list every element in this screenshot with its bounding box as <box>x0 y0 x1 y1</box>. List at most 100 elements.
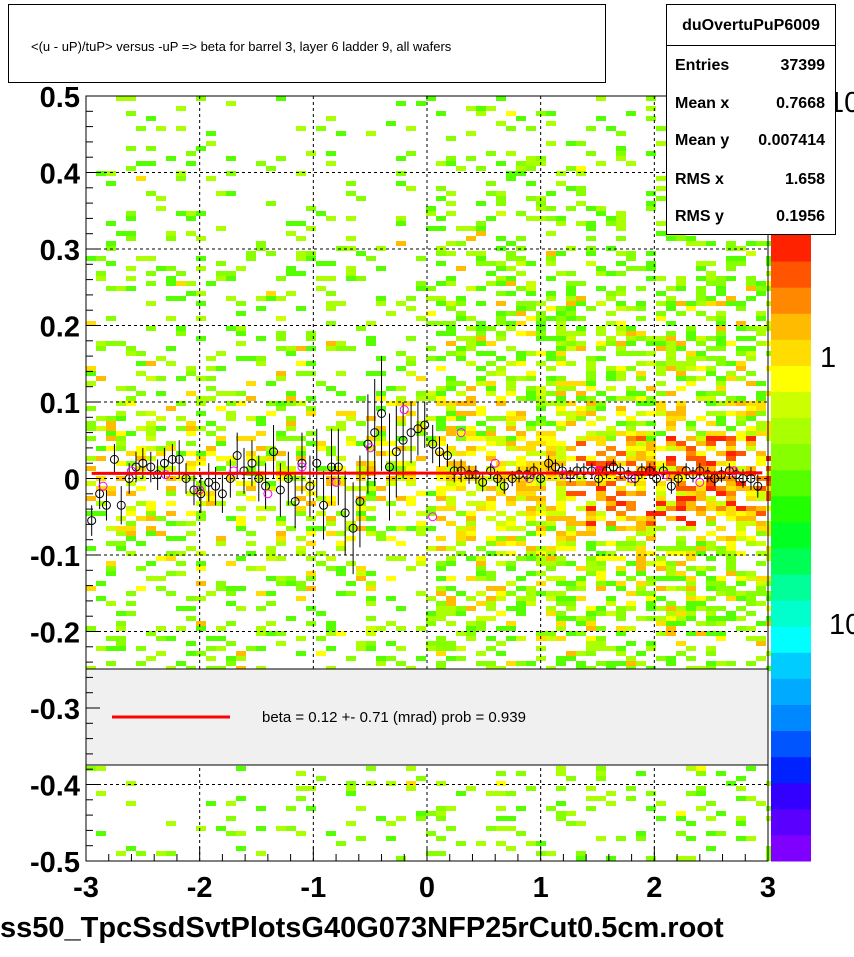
heatmap-cell <box>236 491 246 496</box>
heatmap-cell <box>686 456 696 461</box>
heatmap-cell <box>366 571 376 576</box>
heatmap-cell <box>366 436 376 441</box>
heatmap-cell <box>596 636 606 641</box>
heatmap-cell <box>86 366 96 371</box>
heatmap-cell <box>126 386 136 391</box>
heatmap-cell <box>396 351 406 356</box>
heatmap-cell <box>666 456 676 461</box>
heatmap-cell <box>96 646 106 651</box>
heatmap-cell <box>446 646 456 651</box>
profile-point <box>297 458 307 468</box>
heatmap-cell <box>436 216 446 221</box>
heatmap-cell <box>636 516 646 521</box>
heatmap-cell <box>146 631 156 636</box>
heatmap-cell <box>136 256 146 261</box>
heatmap-cell <box>616 586 626 591</box>
heatmap-cell <box>366 466 376 471</box>
heatmap-cell <box>566 386 576 391</box>
heatmap-cell <box>146 516 156 521</box>
heatmap-cell <box>446 521 456 526</box>
heatmap-cell <box>496 196 506 201</box>
heatmap-cell <box>616 836 626 841</box>
heatmap-cell <box>576 521 586 526</box>
heatmap-cell <box>116 416 126 421</box>
heatmap-cell <box>736 411 746 416</box>
heatmap-cell <box>126 531 136 536</box>
heatmap-cell <box>166 821 176 826</box>
heatmap-cell <box>756 316 766 321</box>
heatmap-cell <box>426 611 436 616</box>
heatmap-cell <box>676 366 686 371</box>
heatmap-cell <box>166 486 176 491</box>
heatmap-cell <box>436 636 446 641</box>
heatmap-cell <box>596 836 606 841</box>
heatmap-cell <box>576 616 586 621</box>
heatmap-cell <box>676 811 686 816</box>
heatmap-cell <box>696 511 706 516</box>
heatmap-cell <box>436 591 446 596</box>
heatmap-cell <box>396 101 406 106</box>
heatmap-cell <box>536 631 546 636</box>
heatmap-cell <box>686 421 696 426</box>
heatmap-cell <box>96 501 106 506</box>
heatmap-cell <box>706 366 716 371</box>
heatmap-cell <box>226 296 236 301</box>
heatmap-cell <box>616 366 626 371</box>
heatmap-cell <box>396 221 406 226</box>
heatmap-cell <box>626 351 636 356</box>
heatmap-cell <box>506 436 516 441</box>
profile-point-alt <box>399 405 409 415</box>
profile-point <box>703 470 713 480</box>
heatmap-cell <box>706 556 716 561</box>
heatmap-cell <box>186 606 196 611</box>
heatmap-cell <box>516 211 526 216</box>
heatmap-cell <box>616 526 626 531</box>
heatmap-cell <box>606 396 616 401</box>
heatmap-cell <box>726 501 736 506</box>
heatmap-cell <box>386 451 396 456</box>
heatmap-cell <box>466 426 476 431</box>
heatmap-cell <box>656 411 666 416</box>
heatmap-cell <box>566 421 576 426</box>
heatmap-cell <box>726 536 736 541</box>
heatmap-cell <box>306 346 316 351</box>
heatmap-cell <box>736 551 746 556</box>
heatmap-cell <box>276 331 286 336</box>
heatmap-cell <box>526 481 536 486</box>
heatmap-cell <box>676 621 686 626</box>
heatmap-cell <box>196 211 206 216</box>
heatmap-cell <box>436 546 446 551</box>
heatmap-cell <box>186 616 196 621</box>
heatmap-cell <box>266 481 276 486</box>
heatmap-cell <box>616 236 626 241</box>
heatmap-cell <box>606 646 616 651</box>
heatmap-cell <box>736 366 746 371</box>
heatmap-cell <box>296 551 306 556</box>
heatmap-cell <box>236 436 246 441</box>
heatmap-cell <box>566 531 576 536</box>
heatmap-cell <box>216 391 226 396</box>
heatmap-cell <box>126 801 136 806</box>
profile-point-alt <box>331 477 341 487</box>
heatmap-cell <box>226 816 236 821</box>
heatmap-cell <box>206 446 216 451</box>
heatmap-cell <box>746 356 756 361</box>
heatmap-cell <box>406 356 416 361</box>
heatmap-cell <box>686 551 696 556</box>
heatmap-cell <box>566 206 576 211</box>
heatmap-cell <box>676 311 686 316</box>
heatmap-cell <box>346 581 356 586</box>
heatmap-cell <box>566 811 576 816</box>
heatmap-cell <box>586 406 596 411</box>
heatmap-cell <box>526 301 536 306</box>
heatmap-cell <box>756 496 766 501</box>
heatmap-cell <box>386 441 396 446</box>
heatmap-cell <box>446 406 456 411</box>
heatmap-cell <box>326 516 336 521</box>
heatmap-cell <box>276 376 286 381</box>
heatmap-cell <box>246 356 256 361</box>
heatmap-cell <box>666 436 676 441</box>
heatmap-cell <box>86 421 96 426</box>
heatmap-cell <box>676 611 686 616</box>
heatmap-cell <box>416 556 426 561</box>
